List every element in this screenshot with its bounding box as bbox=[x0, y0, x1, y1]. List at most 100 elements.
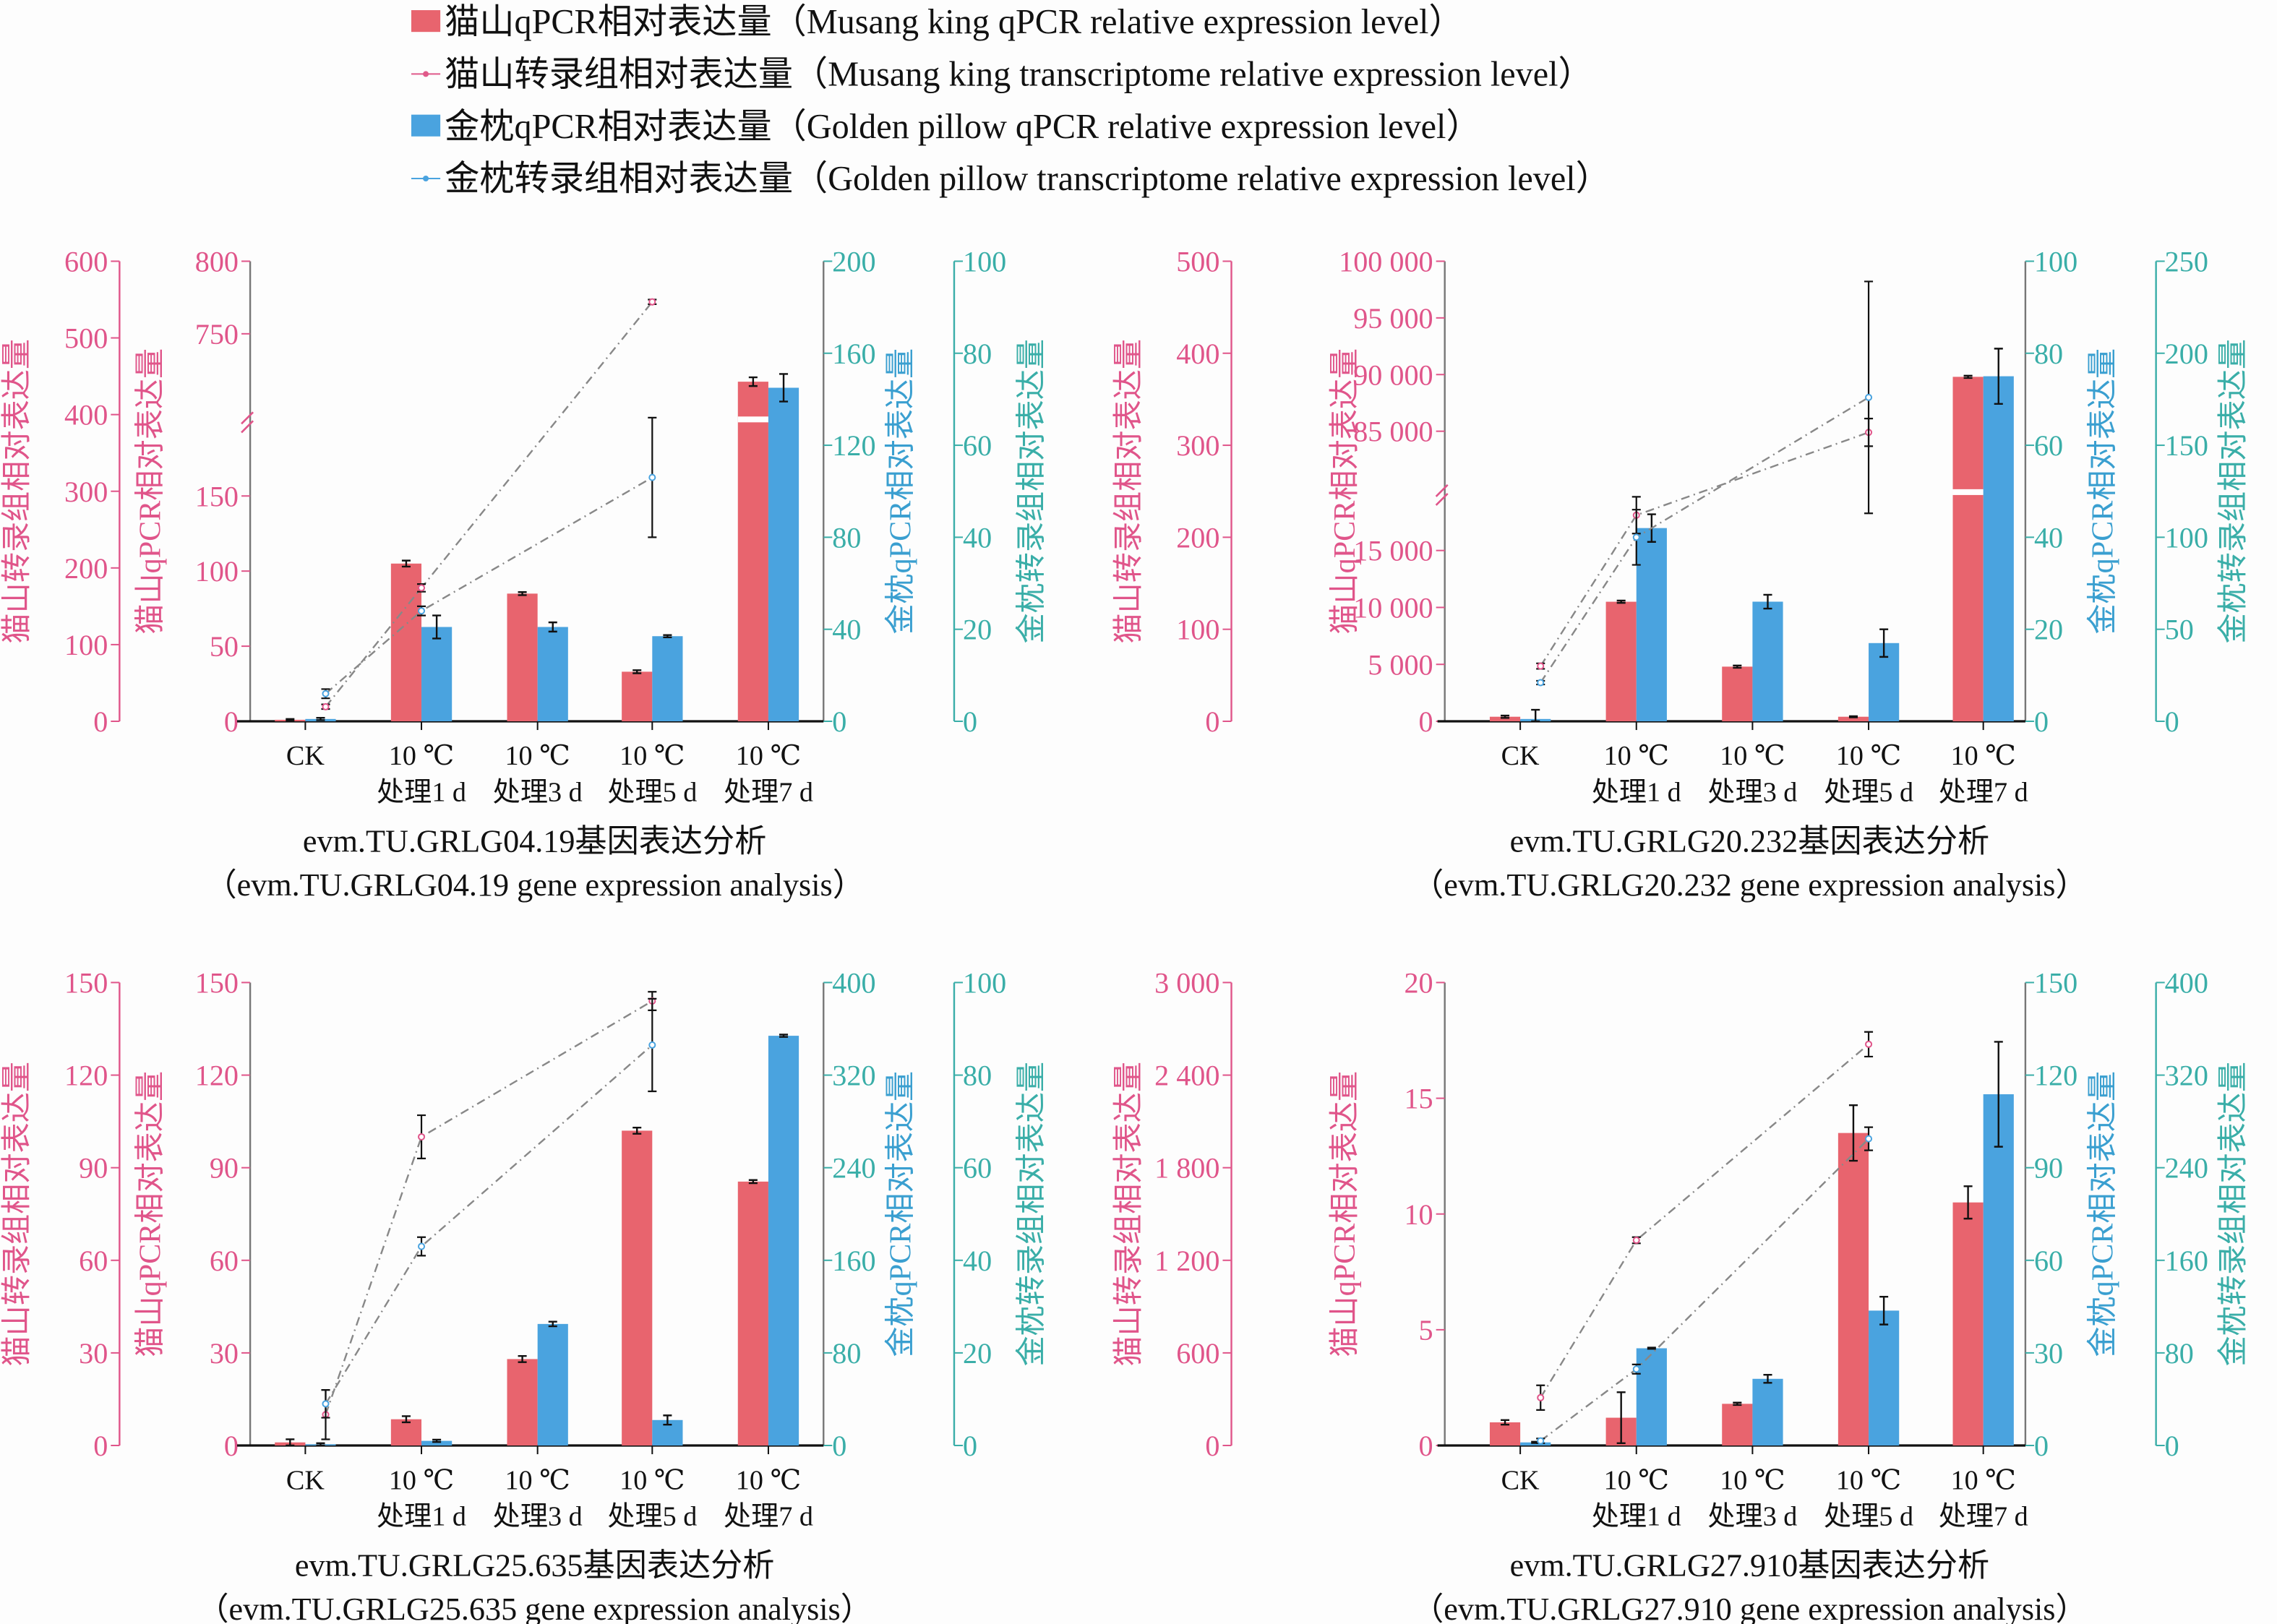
tick-label: 10 000 bbox=[1353, 592, 1433, 624]
error-bar bbox=[286, 718, 295, 722]
tick-label: 200 bbox=[1176, 521, 1219, 554]
tick-label: 30 bbox=[79, 1337, 108, 1370]
tick-label: 40 bbox=[963, 521, 992, 554]
line-marker bbox=[1632, 1237, 1640, 1245]
axis-musang-trans: 0 30 60 90 120 150 猫山转录组相对表达量 bbox=[0, 967, 121, 1462]
category-label: 10 ℃ bbox=[1951, 1465, 2016, 1495]
tick-label: 200 bbox=[64, 552, 108, 585]
tick-label: 20 bbox=[2034, 614, 2063, 646]
chart-panels: 0100200300400500600猫山转录组相对表达量05010015075… bbox=[0, 246, 2250, 1624]
axis-musang-trans: 0 100 200 300 400 500 600 猫山转录组相对表达量 bbox=[0, 246, 121, 738]
tick-label: 80 bbox=[963, 1060, 992, 1092]
bar-musang-qpcr bbox=[390, 1419, 422, 1446]
legend-swatch-bar bbox=[411, 10, 441, 33]
legend-item: 猫山转录组相对表达量（Musang king transcriptome rel… bbox=[411, 55, 1593, 93]
tick-label: 0 bbox=[963, 1430, 977, 1462]
error-bar bbox=[1879, 628, 1889, 658]
axis-title: 猫山qPCR相对表达量 bbox=[134, 1071, 168, 1357]
bar-musang-qpcr bbox=[737, 1181, 768, 1446]
tick-label: 20 bbox=[963, 614, 992, 646]
tick-label: 85 000 bbox=[1353, 416, 1433, 448]
bar-break-gap bbox=[737, 416, 768, 423]
category-label: 10 ℃ bbox=[1720, 741, 1785, 771]
line-marker bbox=[1632, 533, 1640, 541]
bar-golden-qpcr bbox=[1636, 528, 1667, 721]
axis-musang-qpcr: 0 30 60 90 120 150 猫山qPCR相对表达量 bbox=[134, 967, 252, 1462]
tick-label: 0 bbox=[93, 1430, 108, 1462]
error-bar bbox=[1501, 714, 1510, 719]
tick-label: 20 bbox=[963, 1337, 992, 1370]
tick-label: 90 bbox=[2034, 1152, 2063, 1185]
category-sublabel: 处理7 d bbox=[1939, 777, 2028, 807]
line-marker bbox=[648, 473, 656, 481]
category-sublabel: 处理3 d bbox=[1707, 777, 1797, 807]
axis-title: 金枕qPCR相对表达量 bbox=[2085, 1071, 2119, 1357]
bar-musang-qpcr bbox=[1952, 1202, 1984, 1446]
tick-label: 0 bbox=[224, 705, 239, 738]
tick-label: 5 bbox=[1419, 1314, 1433, 1346]
tick-label: 3 000 bbox=[1154, 967, 1219, 1000]
category-label: 10 ℃ bbox=[389, 741, 454, 771]
tick-label: 500 bbox=[64, 322, 108, 355]
tick-label: 120 bbox=[195, 1060, 239, 1092]
tick-label: 5 000 bbox=[1368, 648, 1433, 681]
error-bar bbox=[432, 1438, 442, 1443]
bar-golden-qpcr bbox=[652, 636, 683, 721]
tick-label: 60 bbox=[963, 429, 992, 462]
tick-label: 60 bbox=[963, 1152, 992, 1185]
chart-subtitle: （evm.TU.GRLG20.232 gene expression analy… bbox=[1412, 867, 2087, 903]
tick-label: 150 bbox=[2165, 429, 2208, 462]
axis-break-mark bbox=[1435, 484, 1449, 506]
bar-golden-qpcr bbox=[1983, 376, 2014, 721]
tick-label: 500 bbox=[1176, 246, 1219, 278]
tick-label: 100 bbox=[2165, 521, 2208, 554]
axis-golden-qpcr: 0 40 80 120 160 200 金枕qPCR相对表达量 bbox=[823, 246, 918, 738]
tick-label: 600 bbox=[1176, 1337, 1219, 1370]
legend-label: 金枕qPCR相对表达量（Golden pillow qPCR relative … bbox=[445, 108, 1480, 146]
error-bar bbox=[401, 559, 411, 568]
category-label: CK bbox=[286, 741, 325, 771]
error-bar bbox=[1616, 599, 1626, 604]
bar-golden-qpcr bbox=[768, 1036, 799, 1446]
tick-label: 0 bbox=[93, 705, 108, 738]
chart-title: evm.TU.GRLG20.232基因表达分析 bbox=[1510, 824, 1990, 859]
category-sublabel: 处理7 d bbox=[724, 777, 813, 807]
axis-musang-qpcr: 0 5 000 10 000 15 000 85 000 90 000 95 000 100 … bbox=[1328, 246, 1449, 738]
axis-title: 猫山qPCR相对表达量 bbox=[134, 348, 168, 635]
tick-label: 200 bbox=[832, 246, 875, 278]
axis-title: 金枕qPCR相对表达量 bbox=[884, 1071, 918, 1357]
line-marker bbox=[418, 1133, 426, 1140]
line-marker bbox=[1632, 1365, 1640, 1373]
legend: 猫山qPCR相对表达量（Musang king qPCR relative ex… bbox=[411, 3, 1611, 198]
category-sublabel: 处理5 d bbox=[607, 777, 697, 807]
line-marker bbox=[322, 1400, 330, 1408]
tick-label: 80 bbox=[832, 1337, 861, 1370]
category-sublabel: 处理5 d bbox=[1824, 1501, 1913, 1531]
legend-swatch-marker bbox=[423, 175, 429, 182]
axis-golden-trans: 0 20 40 60 80 100 金枕转录组相对表达量 bbox=[953, 246, 1048, 738]
error-bar bbox=[1763, 593, 1772, 610]
bar-golden-qpcr bbox=[1983, 1094, 2014, 1446]
tick-label: 400 bbox=[64, 399, 108, 431]
axis-title: 金枕转录组相对表达量 bbox=[1014, 1062, 1048, 1367]
bar-golden-qpcr bbox=[421, 1440, 453, 1446]
line-marker bbox=[1537, 679, 1545, 687]
legend-item: 金枕qPCR相对表达量（Golden pillow qPCR relative … bbox=[411, 108, 1481, 146]
tick-label: 80 bbox=[2165, 1337, 2194, 1370]
legend-item: 猫山qPCR相对表达量（Musang king qPCR relative ex… bbox=[411, 3, 1464, 41]
bar-musang-qpcr bbox=[737, 382, 768, 721]
tick-label: 400 bbox=[832, 967, 875, 1000]
bar-golden-qpcr bbox=[1752, 1378, 1783, 1446]
error-bar bbox=[1733, 664, 1742, 669]
category-label: 10 ℃ bbox=[1604, 1465, 1669, 1495]
category-label: 10 ℃ bbox=[736, 741, 801, 771]
tick-label: 120 bbox=[2034, 1060, 2077, 1092]
line-golden-transcriptome bbox=[325, 476, 653, 695]
category-label: 10 ℃ bbox=[736, 1465, 801, 1495]
bar-musang-qpcr bbox=[1489, 1422, 1521, 1446]
tick-label: 0 bbox=[1419, 705, 1433, 738]
axis-musang-qpcr: 0 50 100 150 750 800 猫山qPCR相对表达量 bbox=[134, 246, 254, 738]
tick-label: 40 bbox=[832, 614, 861, 646]
chart-panel: 0100200300400500600猫山转录组相对表达量05010015075… bbox=[0, 246, 1048, 903]
